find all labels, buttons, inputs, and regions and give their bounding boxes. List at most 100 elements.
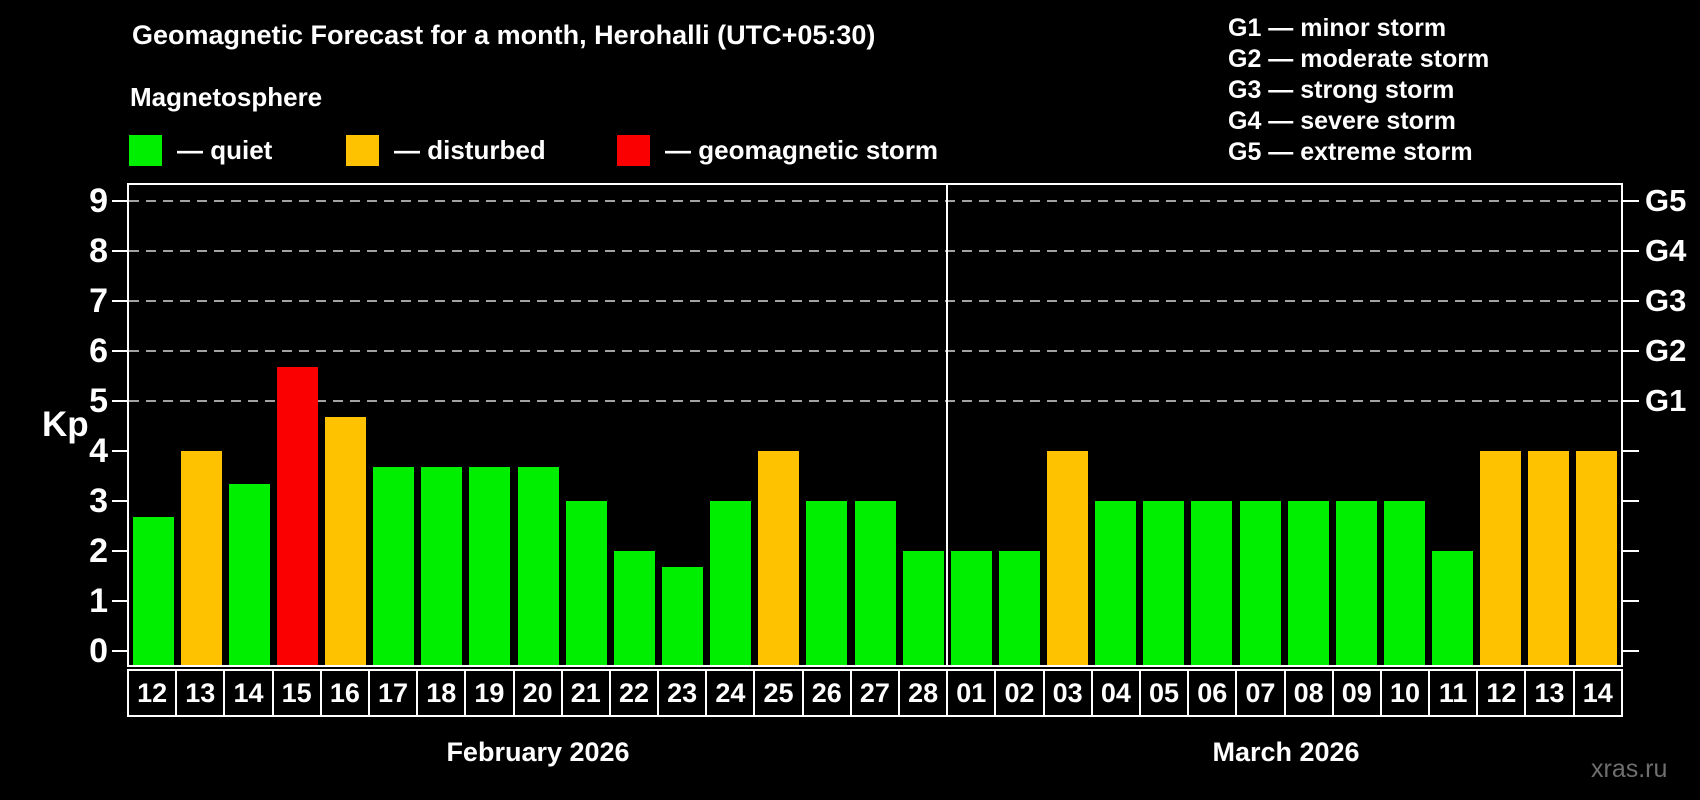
- y-axis-tick-left: [112, 200, 127, 202]
- y-axis-tick-left: [112, 350, 127, 352]
- g-axis-label-g3: G3: [1645, 283, 1687, 318]
- chart-title: Geomagnetic Forecast for a month, Heroha…: [132, 20, 876, 50]
- day-label-cell: 07: [1235, 669, 1286, 717]
- y-axis-tick-right: [1623, 500, 1639, 502]
- g5-legend-line: G5 — extreme storm: [1228, 138, 1473, 166]
- kp-bar: [1239, 501, 1281, 665]
- g-axis-label-g4: G4: [1645, 233, 1687, 268]
- day-label-cell: 27: [849, 669, 900, 717]
- legend-label-quiet: — quiet: [177, 134, 273, 165]
- y-axis-tick-label: 8: [89, 232, 108, 270]
- y-axis-tick-left: [112, 600, 127, 602]
- plot-inner: [129, 185, 1621, 665]
- day-label-cell: 02: [994, 669, 1045, 717]
- y-axis-tick-right: [1623, 450, 1639, 452]
- kp-bar: [1287, 501, 1329, 665]
- storm-swatch-icon: [617, 134, 650, 166]
- day-label-cell: 17: [367, 669, 419, 717]
- kp-bar: [1335, 501, 1377, 665]
- chart-subtitle: Magnetosphere: [130, 82, 323, 112]
- y-axis-tick-label: 1: [89, 582, 108, 620]
- day-label-cell: 22: [608, 669, 660, 717]
- kp-bar: [710, 501, 752, 665]
- day-label-cell: 16: [319, 669, 370, 717]
- disturbed-swatch-icon: [346, 134, 379, 166]
- y-axis-tick-left: [112, 250, 127, 252]
- y-axis-tick-right: [1623, 250, 1639, 252]
- g-axis-label-g5: G5: [1645, 183, 1687, 218]
- g-scale-legend: G1 — minor storm G2 — moderate storm G3 …: [1228, 13, 1489, 168]
- y-axis-tick-label: 9: [89, 182, 108, 220]
- day-label-cell: 24: [705, 669, 756, 717]
- kp-bar: [276, 367, 318, 665]
- y-axis-tick-label: 2: [89, 532, 108, 570]
- kp-bar: [998, 551, 1040, 665]
- day-label-cell: 06: [1187, 669, 1238, 717]
- g4-legend-line: G4 — severe storm: [1228, 107, 1456, 135]
- legend-item-storm: — geomagnetic storm: [617, 133, 938, 167]
- y-axis-tick-left: [112, 550, 127, 552]
- legend-label-disturbed: — disturbed: [394, 134, 546, 165]
- day-label-cell: 19: [464, 669, 515, 717]
- gridline-kp-6: [129, 350, 1621, 352]
- day-label-cell: 01: [946, 669, 997, 717]
- kp-bar: [1047, 451, 1089, 665]
- day-label-cell: 14: [1572, 669, 1623, 717]
- day-label-cell: 18: [416, 669, 467, 717]
- gridline-kp-9: [129, 200, 1621, 202]
- y-axis-title: Kp: [42, 405, 89, 444]
- y-axis-tick-right: [1623, 400, 1639, 402]
- kp-bar: [565, 501, 607, 665]
- day-label-cell: 23: [657, 669, 708, 717]
- y-axis-tick-left: [112, 400, 127, 402]
- y-axis-tick-label: 3: [89, 482, 108, 520]
- y-axis-tick-label: 4: [89, 432, 108, 470]
- day-label-cell: 08: [1283, 669, 1334, 717]
- kp-bar: [469, 467, 511, 665]
- g1-legend-line: G1 — minor storm: [1228, 14, 1447, 42]
- y-axis-tick-label: 7: [89, 282, 108, 320]
- y-axis-tick-right: [1623, 600, 1639, 602]
- y-axis-tick-right: [1623, 650, 1639, 652]
- month-separator: [946, 185, 949, 665]
- legend-label-storm: — geomagnetic storm: [665, 134, 939, 165]
- kp-bar: [180, 451, 222, 665]
- day-label-cell: 09: [1331, 669, 1382, 717]
- month-label-february: February 2026: [446, 737, 630, 767]
- kp-bar: [1191, 501, 1233, 665]
- y-axis-tick-right: [1623, 550, 1639, 552]
- g-axis-label-g2: G2: [1645, 333, 1687, 368]
- day-label-cell: 15: [271, 669, 322, 717]
- kp-bar: [854, 501, 896, 665]
- day-label-cell: 05: [1138, 669, 1190, 717]
- g-axis-label-g1: G1: [1645, 383, 1687, 418]
- kp-bar: [517, 467, 559, 665]
- kp-bar: [421, 467, 463, 665]
- day-label-cell: 20: [512, 669, 563, 717]
- quiet-swatch-icon: [129, 134, 162, 166]
- y-axis-tick-left: [112, 300, 127, 302]
- day-label-cell: 26: [801, 669, 852, 717]
- kp-bar: [902, 551, 944, 665]
- day-label-cell: 25: [753, 669, 804, 717]
- y-axis-tick-label: 5: [89, 382, 108, 420]
- y-axis-tick-right: [1623, 200, 1639, 202]
- day-label-cell: 04: [1090, 669, 1141, 717]
- gridline-kp-8: [129, 250, 1621, 252]
- gridline-kp-7: [129, 300, 1621, 302]
- kp-bar: [1432, 551, 1474, 665]
- gridline-kp-5: [129, 400, 1621, 402]
- y-axis-tick-label: 0: [89, 632, 108, 670]
- month-label-march: March 2026: [1212, 737, 1360, 767]
- kp-bar: [1095, 501, 1137, 665]
- kp-bar: [1528, 451, 1570, 665]
- day-label-cell: 10: [1379, 669, 1431, 717]
- kp-bar: [1576, 451, 1618, 665]
- legend-item-quiet: — quiet: [129, 133, 272, 167]
- y-axis-tick-right: [1623, 300, 1639, 302]
- day-label-cell: 11: [1428, 669, 1479, 717]
- day-label-cell: 13: [175, 669, 226, 717]
- kp-bar: [1480, 451, 1522, 665]
- g3-legend-line: G3 — strong storm: [1228, 76, 1455, 104]
